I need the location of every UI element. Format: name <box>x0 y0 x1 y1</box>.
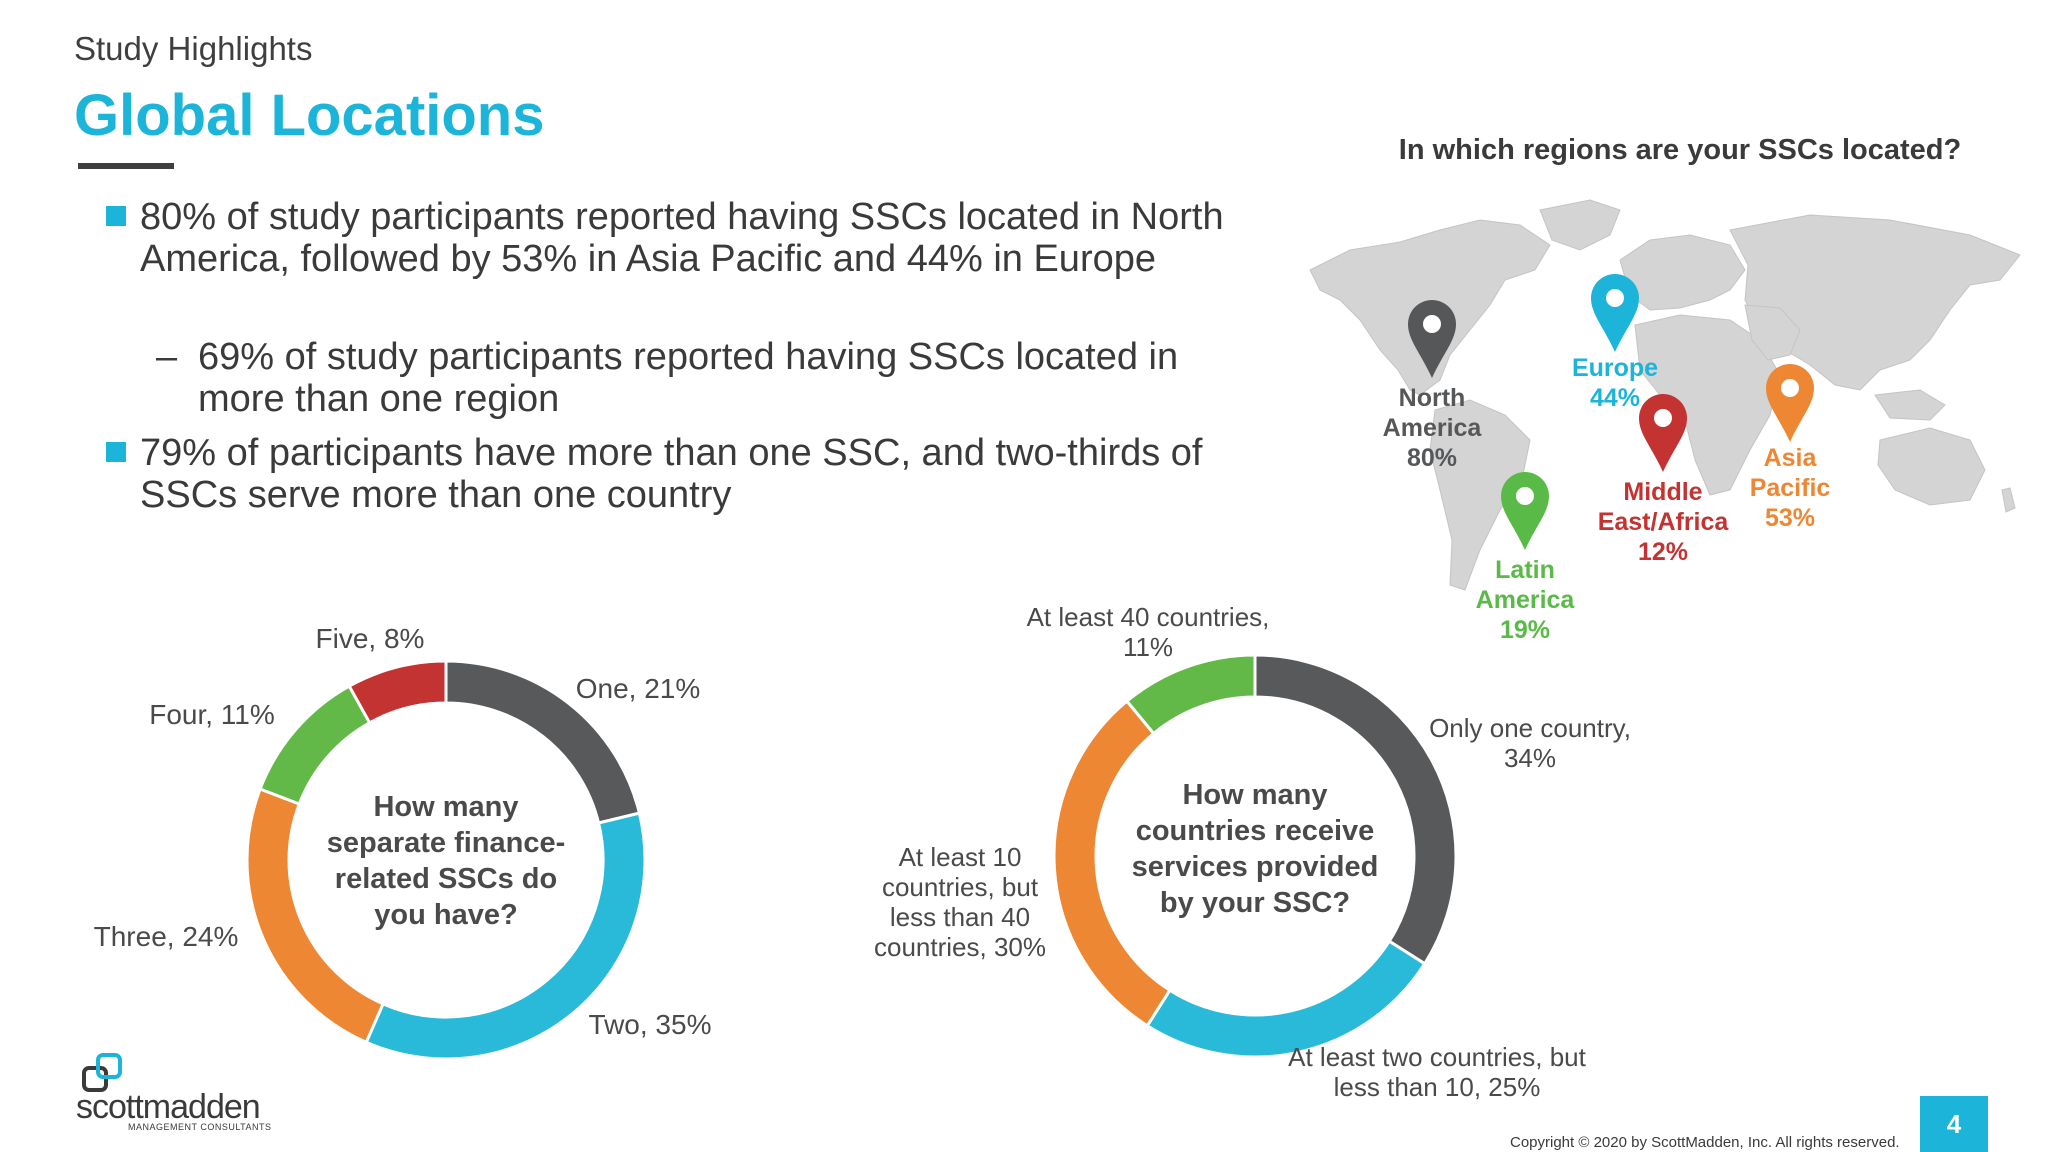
slice-label: Three, 24% <box>94 921 239 952</box>
logo-wordmark: scottmadden <box>76 1088 261 1126</box>
donut-center-label: services provided <box>1132 851 1379 883</box>
page-title: Global Locations <box>74 83 545 148</box>
slice-label: One, 21% <box>576 673 701 704</box>
map-pin-label: Latin <box>1495 556 1555 584</box>
slice-label: countries, 30% <box>874 932 1046 962</box>
title-underline <box>78 163 174 169</box>
map-pin-hole <box>1516 487 1534 505</box>
map-pin-label: 12% <box>1638 538 1688 566</box>
bullet-item: 79% of participants have more than one S… <box>106 432 1256 518</box>
bullet-square-icon <box>106 442 126 462</box>
slice-label: At least two countries, but <box>1288 1042 1586 1072</box>
donut-chart-2: Only one country,34% At least two countri… <box>874 602 1631 1102</box>
map-pin-label: 80% <box>1407 444 1457 472</box>
map-pin-label: America <box>1383 414 1483 442</box>
slice-label: less than 10, 25% <box>1334 1072 1541 1102</box>
copyright-text: Copyright © 2020 by ScottMadden, Inc. Al… <box>1510 1134 1900 1151</box>
map-pin-hole <box>1781 379 1799 397</box>
page-number: 4 <box>1920 1096 1988 1152</box>
donut-center-label: separate finance- <box>327 827 566 859</box>
map-pin-icon <box>1639 394 1687 472</box>
slice-label: Two, 35% <box>589 1009 712 1040</box>
map-pin-icon <box>1591 274 1639 352</box>
donut-center-label: by your SSC? <box>1160 887 1350 919</box>
donut-slice <box>1124 653 1257 736</box>
map-pin-hole <box>1606 289 1624 307</box>
sub-bullet-item: – 69% of study participants reported hav… <box>156 336 1216 422</box>
slice-label: 11% <box>1123 632 1173 662</box>
map-pin-label: Asia <box>1764 444 1818 472</box>
map-pin-label: East/Africa <box>1598 508 1730 536</box>
donut-center-label: related SSCs do <box>335 863 557 895</box>
donut-slice <box>347 659 448 725</box>
bullet-square-icon <box>106 206 126 226</box>
map-pin-label: America <box>1476 586 1576 614</box>
slice-label: At least 10 <box>899 842 1022 872</box>
donut-center-label: you have? <box>374 899 517 931</box>
slice-label: At least 40 countries, <box>1027 602 1270 632</box>
map-pin-hole <box>1423 315 1441 333</box>
donut-center-label: countries receive <box>1136 815 1375 847</box>
map-pin-label: Middle <box>1623 478 1702 506</box>
bullet-text: 79% of participants have more than one S… <box>140 432 1203 516</box>
map-pin-icon <box>1501 472 1549 550</box>
slice-label: countries, but <box>882 872 1039 902</box>
map-pin-hole <box>1654 409 1672 427</box>
map-pin-label: 19% <box>1500 616 1550 644</box>
map-pin-icon <box>1408 300 1456 378</box>
donut-center-label: How many <box>1182 779 1327 811</box>
slice-label: less than 40 <box>890 902 1030 932</box>
slice-label: Only one country, <box>1429 713 1631 743</box>
scottmadden-logo-icon <box>82 1053 122 1092</box>
sub-bullet-text: 69% of study participants reported havin… <box>198 336 1179 420</box>
donut-chart-1: One, 21% Two, 35% Three, 24% Four, 11% Five,… <box>94 623 712 1061</box>
donut-slice <box>258 684 372 806</box>
slice-label: 34% <box>1504 743 1556 773</box>
donut-slice <box>1145 939 1427 1059</box>
map-pin-icon <box>1766 364 1814 442</box>
bullet-item: 80% of study participants reported havin… <box>106 196 1256 324</box>
map-pin-label: North <box>1399 384 1466 412</box>
bullet-text: 80% of study participants reported havin… <box>140 196 1224 280</box>
donut-center-label: How many <box>373 791 518 823</box>
map-pin-label: 53% <box>1765 504 1815 532</box>
map-pin-label: Pacific <box>1750 474 1831 502</box>
map-question: In which regions are your SSCs located? <box>1398 134 1962 166</box>
map-pin-label: Europe <box>1572 354 1658 382</box>
eyebrow-label: Study Highlights <box>74 30 313 67</box>
slice-label: Five, 8% <box>316 623 425 654</box>
sub-bullet-dash: – <box>156 336 178 378</box>
map-pin-label: 44% <box>1590 384 1640 412</box>
logo-tagline: MANAGEMENT CONSULTANTS <box>128 1122 272 1132</box>
slice-label: Four, 11% <box>149 699 275 730</box>
